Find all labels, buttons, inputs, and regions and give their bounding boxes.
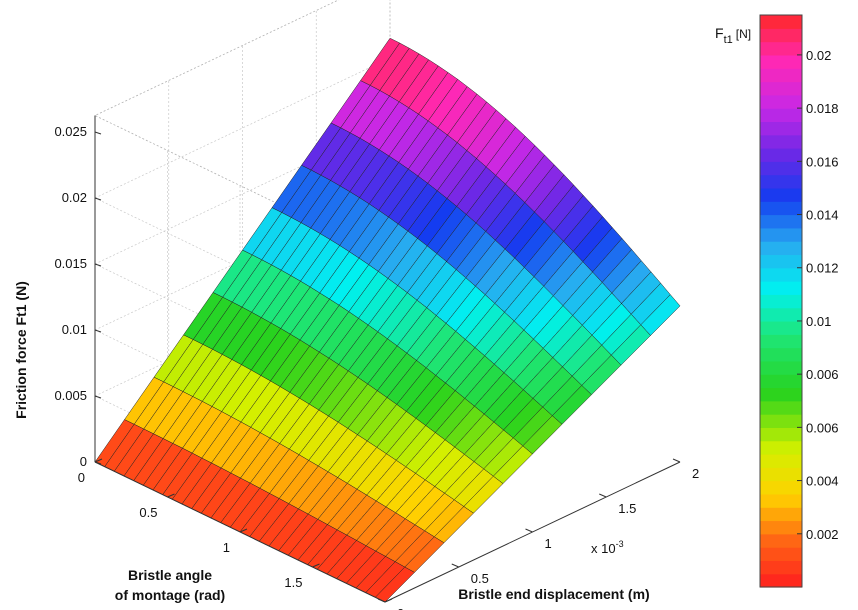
x-tick-label: 0 [397, 606, 404, 610]
colorbar-segment [760, 94, 802, 109]
z-axis-label: Friction force Ft1 (N) [13, 281, 29, 419]
y-axis-label-line2: of montage (rad) [115, 587, 225, 603]
colorbar-tick-label: 0.006 [806, 420, 839, 435]
colorbar-segment [760, 400, 802, 415]
colorbar-segment [760, 347, 802, 362]
colorbar-tick-label: 0.016 [806, 154, 839, 169]
colorbar-segment [760, 68, 802, 83]
colorbar-segment [760, 360, 802, 375]
colorbar-tick-label: 0.014 [806, 208, 839, 223]
colorbar-segment [760, 560, 802, 575]
colorbar-segment [760, 134, 802, 149]
colorbar-tick-label: 0.01 [806, 314, 831, 329]
colorbar-segment [760, 547, 802, 561]
colorbar-segment [760, 201, 802, 216]
z-tick-label: 0.005 [54, 388, 87, 403]
colorbar-segment [760, 374, 802, 389]
colorbar-segment [760, 294, 802, 309]
colorbar-segment [760, 214, 802, 229]
colorbar-segment [760, 121, 802, 136]
colorbar-segment [760, 187, 802, 202]
z-tick-label: 0.015 [54, 256, 87, 271]
colorbar-segment [760, 507, 802, 522]
y-tick-label: 1 [223, 540, 230, 555]
y-tick-label: 0.5 [139, 505, 157, 520]
z-tick-label: 0.025 [54, 124, 87, 139]
colorbar-segment [760, 573, 802, 588]
colorbar-segment [760, 267, 802, 282]
colorbar-segment [760, 467, 802, 482]
x-tick-label: 1.5 [618, 501, 636, 516]
colorbar-segment [760, 320, 802, 335]
colorbar-segment [760, 241, 802, 256]
axis-ticks: 0 0.005 0.01 0.015 0.02 0.025 0 0.5 1 1.5 2 0 0.5 1 1.… [54, 124, 699, 610]
colorbar-segment [760, 520, 802, 535]
colorbar-tick-label: 0.002 [806, 527, 839, 542]
z-tick-label: 0 [80, 454, 87, 469]
colorbar-segment [760, 414, 802, 428]
colorbar-segment [760, 307, 802, 322]
x-axis-multiplier: x 10-3 [591, 539, 624, 556]
colorbar-tick-label: 0.006 [806, 367, 839, 382]
z-tick-label: 0.02 [62, 190, 87, 205]
y-tick-label: 1.5 [284, 575, 302, 590]
x-axis-label: Bristle end displacement (m) [458, 586, 649, 602]
colorbar-tick-label: 0.004 [806, 474, 839, 489]
colorbar-segment [760, 254, 802, 269]
colorbar-segment [760, 174, 802, 189]
colorbar-segment [760, 281, 802, 295]
x-tick-label: 2 [692, 466, 699, 481]
colorbar: 0.002 0.004 0.006 0.006 0.01 0.012 0.014 0.016 0… [759, 14, 839, 588]
colorbar-tick-label: 0.012 [806, 261, 839, 276]
surface-mesh [94, 37, 681, 603]
colorbar-segment [760, 453, 802, 468]
colorbar-segment [760, 533, 802, 548]
z-tick-label: 0.01 [62, 322, 87, 337]
colorbar-tick-label: 0.02 [806, 48, 831, 63]
colorbar-segment [760, 387, 802, 402]
colorbar-segment [760, 493, 802, 508]
colorbar-segment [760, 161, 802, 176]
colorbar-segment [760, 28, 802, 43]
colorbar-segment [760, 427, 802, 442]
y-axis-label-line1: Bristle angle [128, 567, 212, 583]
x-tick-label: 0.5 [471, 571, 489, 586]
colorbar-segment [760, 334, 802, 349]
colorbar-title: Ft1 [N] [715, 25, 751, 46]
colorbar-tick-label: 0.018 [806, 101, 839, 116]
colorbar-segment [760, 440, 802, 455]
colorbar-segment [760, 81, 802, 96]
colorbar-segment [760, 54, 802, 69]
colorbar-segment [760, 480, 802, 495]
colorbar-segment [760, 108, 802, 123]
x-tick-label: 1 [545, 536, 552, 551]
y-tick-label: 0 [78, 470, 85, 485]
colorbar-segment [760, 15, 802, 29]
colorbar-segment [760, 148, 802, 162]
colorbar-segment [760, 227, 802, 242]
colorbar-segment [760, 41, 802, 56]
